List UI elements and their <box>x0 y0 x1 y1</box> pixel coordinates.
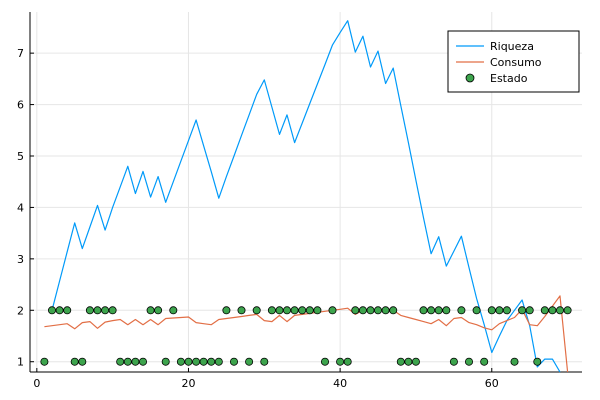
series-point-estado <box>123 357 132 366</box>
series-point-estado <box>525 306 534 315</box>
series-point-estado <box>404 357 413 366</box>
series-point-estado <box>267 306 276 315</box>
y-tick-label: 1 <box>17 356 24 369</box>
series-point-estado <box>502 306 511 315</box>
x-tick-label: 60 <box>485 377 499 390</box>
series-point-estado <box>419 306 428 315</box>
series-point-estado <box>275 306 284 315</box>
series-point-estado <box>449 357 458 366</box>
series-point-estado <box>222 306 231 315</box>
legend-label-estado: Estado <box>490 72 528 85</box>
series-point-estado <box>464 357 473 366</box>
series-point-estado <box>199 357 208 366</box>
axes <box>29 12 582 373</box>
series-point-estado <box>510 357 519 366</box>
series-point-estado <box>260 357 269 366</box>
series-point-estado <box>176 357 185 366</box>
series-line-riqueza <box>51 20 561 373</box>
series-point-estado <box>116 357 125 366</box>
series-point-estado <box>305 306 314 315</box>
series-point-estado <box>472 306 481 315</box>
series-point-estado <box>328 306 337 315</box>
ticks: 0 20 40 60 1 2 3 4 5 6 7 <box>17 47 499 390</box>
series-point-estado <box>101 306 110 315</box>
y-tick-label: 7 <box>17 47 24 60</box>
series-point-estado <box>85 306 94 315</box>
series-line-consumo <box>44 295 569 373</box>
series-point-estado <box>533 357 542 366</box>
series-point-estado <box>548 306 557 315</box>
series-point-estado <box>252 306 261 315</box>
series-point-estado <box>313 306 322 315</box>
series-point-estado <box>351 306 360 315</box>
series-point-estado <box>184 357 193 366</box>
series-point-estado <box>63 306 72 315</box>
series-point-estado <box>138 357 147 366</box>
series-point-estado <box>290 306 299 315</box>
legend-label-consumo: Consumo <box>490 56 542 69</box>
series-point-estado <box>131 357 140 366</box>
series-point-estado <box>40 357 49 366</box>
series-point-estado <box>487 306 496 315</box>
series-point-estado <box>427 306 436 315</box>
series-point-estado <box>411 357 420 366</box>
series-point-estado <box>343 357 352 366</box>
series-point-estado <box>146 306 155 315</box>
series-point-estado <box>381 306 390 315</box>
series-point-estado <box>237 306 246 315</box>
series-point-estado <box>229 357 238 366</box>
series-point-estado <box>245 357 254 366</box>
series-point-estado <box>480 357 489 366</box>
series-point-estado <box>78 357 87 366</box>
series-point-estado <box>55 306 64 315</box>
series-point-estado <box>389 306 398 315</box>
series-layer <box>40 20 572 373</box>
legend: Riqueza Consumo Estado <box>447 30 580 93</box>
y-tick-label: 5 <box>17 150 24 163</box>
series-point-estado <box>457 306 466 315</box>
x-tick-label: 20 <box>181 377 195 390</box>
series-point-estado <box>434 306 443 315</box>
series-point-estado <box>495 306 504 315</box>
series-point-estado <box>358 306 367 315</box>
y-tick-label: 3 <box>17 253 24 266</box>
legend-label-riqueza: Riqueza <box>490 40 534 53</box>
series-point-estado <box>442 306 451 315</box>
series-point-estado <box>336 357 345 366</box>
series-point-estado <box>93 306 102 315</box>
series-point-estado <box>320 357 329 366</box>
series-point-estado <box>373 306 382 315</box>
series-point-estado <box>207 357 216 366</box>
series-point-estado <box>161 357 170 366</box>
series-point-estado <box>563 306 572 315</box>
series-point-estado <box>169 306 178 315</box>
series-point-estado <box>556 306 565 315</box>
legend-swatch-estado <box>465 73 475 83</box>
plot-area: 0 20 40 60 1 2 3 4 5 6 7 <box>17 12 582 390</box>
series-point-estado <box>108 306 117 315</box>
series-point-estado <box>396 357 405 366</box>
series-point-estado <box>540 306 549 315</box>
y-tick-label: 4 <box>17 201 24 214</box>
x-tick-label: 40 <box>333 377 347 390</box>
series-point-estado <box>518 306 527 315</box>
series-point-estado <box>70 357 79 366</box>
series-point-estado <box>282 306 291 315</box>
y-tick-label: 2 <box>17 304 24 317</box>
y-tick-label: 6 <box>17 99 24 112</box>
series-point-estado <box>214 357 223 366</box>
x-tick-label: 0 <box>33 377 40 390</box>
series-point-estado <box>298 306 307 315</box>
series-point-estado <box>48 306 57 315</box>
series-point-estado <box>192 357 201 366</box>
series-point-estado <box>366 306 375 315</box>
series-point-estado <box>154 306 163 315</box>
